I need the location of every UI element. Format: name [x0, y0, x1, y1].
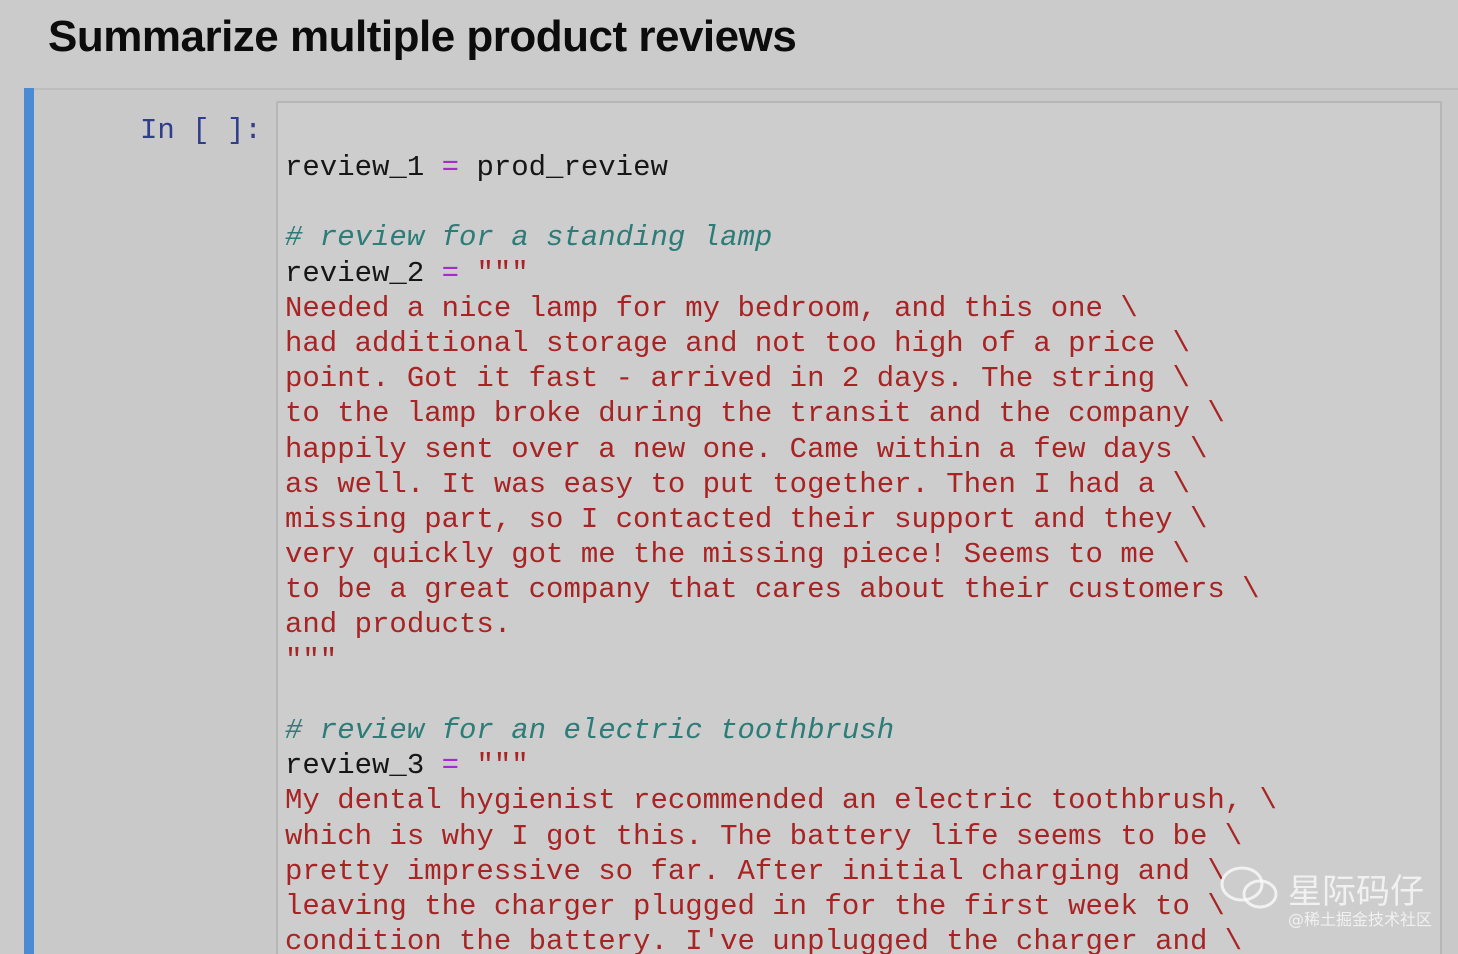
code-line: which is why I got this. The battery lif… [285, 819, 1277, 854]
code-line: Needed a nice lamp for my bedroom, and t… [285, 291, 1277, 326]
code-line: to be a great company that cares about t… [285, 572, 1277, 607]
code-token: happily sent over a new one. Came within… [285, 432, 1208, 466]
code-token: = [441, 256, 460, 290]
code-token: point. Got it fast - arrived in 2 days. … [285, 362, 1190, 396]
watermark-icon [1220, 866, 1278, 909]
code-line: review_3 = """ [285, 748, 1277, 783]
code-line: as well. It was easy to put together. Th… [285, 467, 1277, 502]
code-token: review_1 [285, 151, 442, 184]
code-line: very quickly got me the missing piece! S… [285, 537, 1277, 572]
code-token: had additional storage and not too high … [285, 326, 1190, 360]
code-token: leaving the charger plugged in for the f… [285, 889, 1225, 923]
code-token: which is why I got this. The battery lif… [285, 819, 1243, 853]
code-line: leaving the charger plugged in for the f… [285, 889, 1277, 924]
code-line: review_1 = prod_review [285, 150, 1277, 185]
code-token: pretty impressive so far. After initial … [285, 854, 1225, 888]
code-token: = [441, 749, 460, 783]
code-token: = [441, 151, 460, 184]
code-line: """ [285, 643, 1277, 678]
code-line: had additional storage and not too high … [285, 326, 1277, 361]
code-line: # review for a standing lamp [285, 220, 1277, 255]
code-line [285, 678, 1277, 713]
code-text: review_1 = prod_review # review for a sta… [285, 150, 1277, 954]
cell-prompt: In [ ]: [140, 114, 262, 147]
code-token: """ [285, 643, 338, 677]
code-line [285, 185, 1277, 220]
code-line: and products. [285, 607, 1277, 642]
code-line: pretty impressive so far. After initial … [285, 854, 1277, 889]
code-token: """ [459, 256, 529, 290]
code-token: review_2 [285, 256, 442, 290]
cell-selection-bar [24, 88, 34, 954]
code-line: to the lamp broke during the transit and… [285, 396, 1277, 431]
code-line: review_2 = """ [285, 256, 1277, 291]
code-line: missing part, so I contacted their suppo… [285, 502, 1277, 537]
code-token: # review for an electric toothbrush [285, 714, 895, 747]
code-token: Needed a nice lamp for my bedroom, and t… [285, 291, 1138, 325]
code-token: prod_review [459, 151, 668, 184]
code-token: very quickly got me the missing piece! S… [285, 538, 1190, 572]
code-line: condition the battery. I've unplugged th… [285, 924, 1277, 954]
watermark-source: @稀土掘金技术社区 [1288, 910, 1433, 929]
code-editor[interactable] [276, 101, 1442, 954]
code-token: to be a great company that cares about t… [285, 573, 1260, 607]
code-token: missing part, so I contacted their suppo… [285, 502, 1208, 536]
code-token: and products. [285, 608, 512, 642]
code-line: happily sent over a new one. Came within… [285, 432, 1277, 467]
heading: Summarize multiple product reviews [48, 12, 797, 61]
watermark: 星际码仔 @稀土掘金技术社区 [1218, 862, 1432, 929]
code-token: condition the battery. I've unplugged th… [285, 925, 1243, 954]
code-line: My dental hygienist recommended an elect… [285, 783, 1277, 818]
code-token: review_3 [285, 749, 442, 783]
code-token: My dental hygienist recommended an elect… [285, 784, 1277, 818]
code-token: # review for a standing lamp [285, 221, 773, 255]
code-line: # review for an electric toothbrush [285, 713, 1277, 748]
code-line: point. Got it fast - arrived in 2 days. … [285, 361, 1277, 396]
code-token: as well. It was easy to put together. Th… [285, 467, 1190, 501]
code-token: to the lamp broke during the transit and… [285, 397, 1225, 431]
code-token: """ [459, 749, 529, 783]
watermark-name: 星际码仔 [1288, 872, 1424, 912]
